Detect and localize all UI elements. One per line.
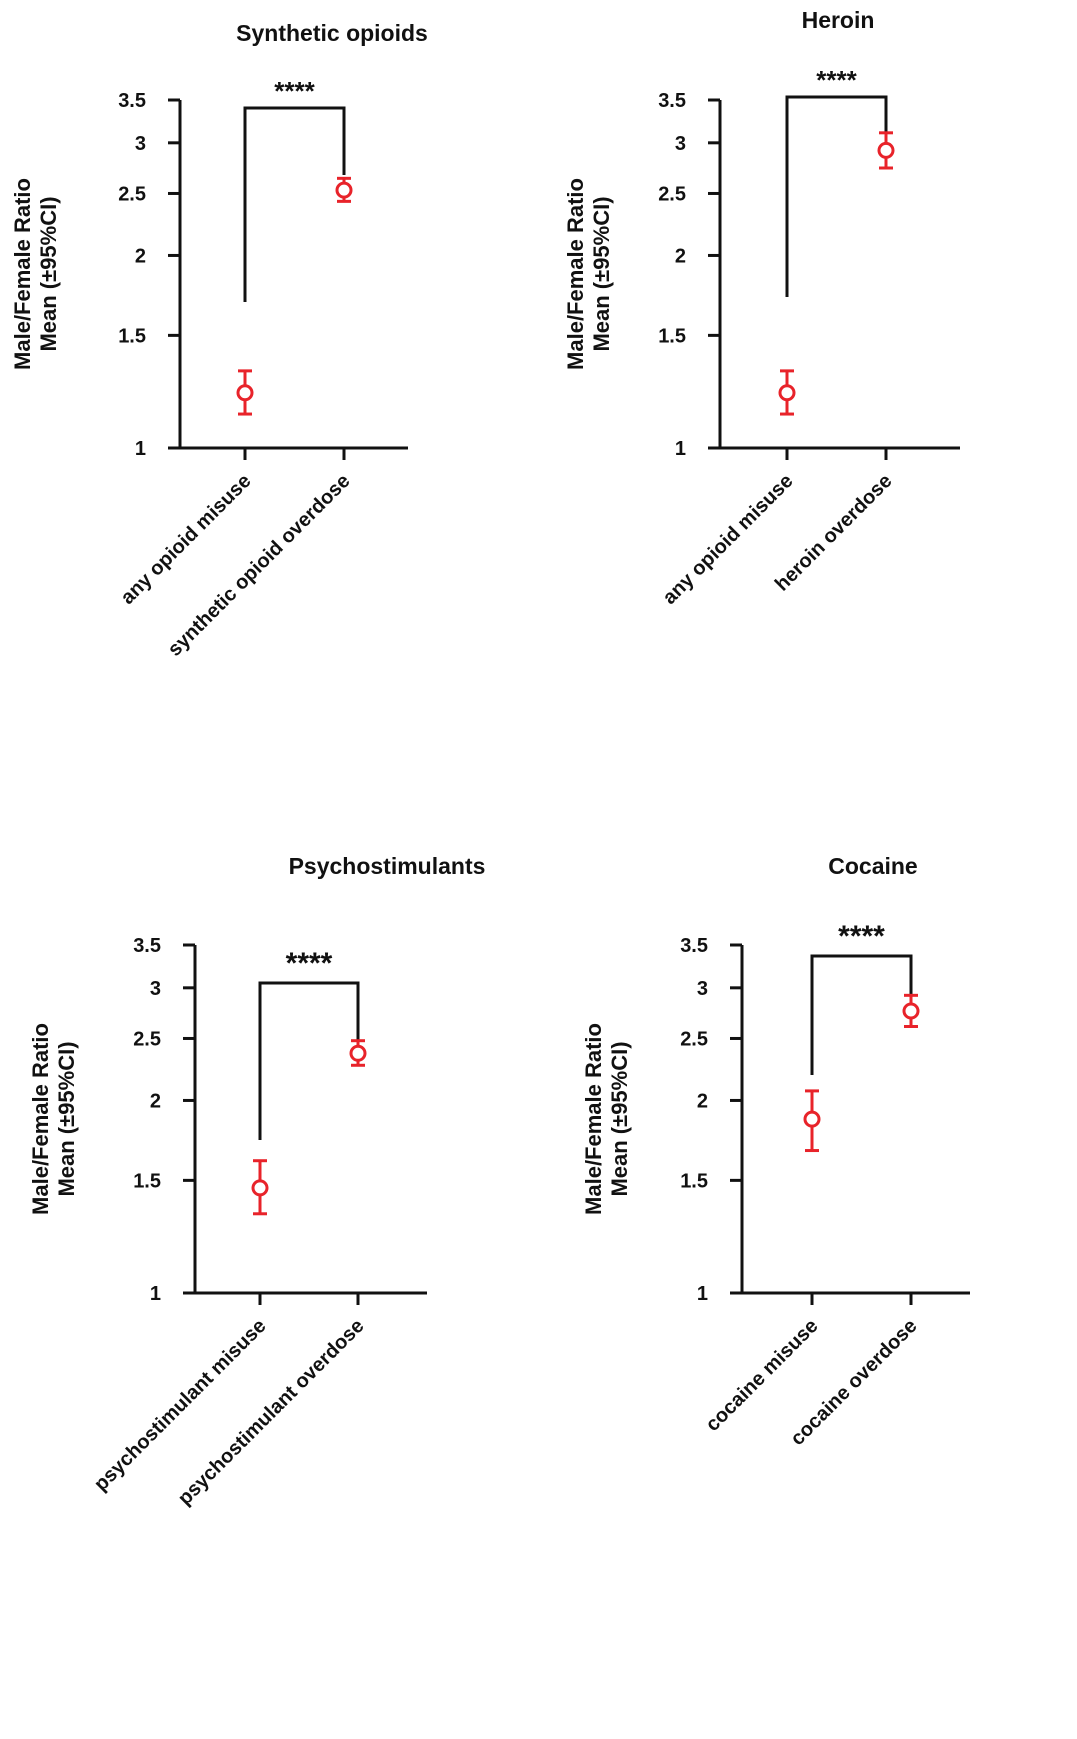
y-axis-title: Male/Female RatioMean (±95%CI) — [28, 1023, 79, 1215]
y-axis-title: Male/Female RatioMean (±95%CI) — [10, 178, 61, 370]
y-tick-label: 1 — [135, 438, 146, 460]
y-tick-label: 2.5 — [133, 1028, 161, 1050]
y-axis-title-line2: Mean (±95%CI) — [36, 196, 61, 351]
y-tick-label: 2.5 — [680, 1028, 708, 1050]
data-point-group — [251, 1159, 269, 1216]
chart-panel-4: Cocaine 1 1.5 2 2.5 3 3.5 Male/Female RatioMean… — [581, 853, 970, 1450]
x-tick-label: psychostimulant misuse — [90, 1315, 271, 1496]
data-point — [778, 384, 796, 402]
y-tick-label: 2.5 — [658, 183, 686, 205]
significance-bracket — [258, 981, 360, 1140]
y-axis-title-line2: Mean (±95%CI) — [589, 196, 614, 351]
chart-panel-2: Heroin 1 1.5 2 2.5 3 3.5 Male/Female RatioMean … — [563, 7, 960, 609]
y-tick-label: 3 — [675, 133, 686, 155]
significance-stars: **** — [816, 65, 857, 95]
significance-bracket — [810, 954, 913, 1075]
data-point — [803, 1110, 821, 1128]
chart-title: Synthetic opioids — [236, 20, 428, 46]
y-tick-label: 1.5 — [658, 325, 686, 347]
data-point — [335, 181, 353, 199]
y-tick-label: 3 — [697, 978, 708, 1000]
chart-title: Cocaine — [828, 853, 917, 879]
x-tick-label: synthetic opioid overdose — [164, 470, 355, 661]
y-tick-label: 1 — [675, 438, 686, 460]
y-tick-label: 1 — [150, 1283, 161, 1305]
y-tick-label: 1.5 — [133, 1170, 161, 1192]
y-tick-label: 3.5 — [133, 935, 161, 957]
y-tick-label: 1.5 — [118, 325, 146, 347]
chart-panel-3: Psychostimulants 1 1.5 2 2.5 3 3.5 Male/Female … — [28, 853, 485, 1510]
data-point-group — [803, 1089, 821, 1153]
y-axis-title-line1: Male/Female Ratio — [28, 1023, 53, 1215]
data-point — [902, 1002, 920, 1020]
significance-stars: **** — [838, 920, 885, 953]
y-tick-label: 3.5 — [118, 90, 146, 112]
x-tick-label: psychostimulant overdose — [174, 1315, 369, 1510]
significance-stars: **** — [274, 76, 315, 106]
y-tick-label: 3 — [150, 978, 161, 1000]
y-axis-title: Male/Female RatioMean (±95%CI) — [563, 178, 614, 370]
chart-title: Heroin — [802, 7, 875, 33]
y-tick-label: 3.5 — [658, 90, 686, 112]
y-axis-title-line1: Male/Female Ratio — [10, 178, 35, 370]
data-point-group — [335, 176, 353, 203]
y-tick-label: 3 — [135, 133, 146, 155]
y-axis-title-line1: Male/Female Ratio — [581, 1023, 606, 1215]
data-point-group — [902, 993, 920, 1029]
y-axis-title: Male/Female RatioMean (±95%CI) — [581, 1023, 632, 1215]
data-point-group — [778, 369, 796, 416]
y-tick-label: 1 — [697, 1283, 708, 1305]
significance-bracket — [243, 106, 346, 302]
significance-bracket — [785, 95, 888, 297]
y-tick-label: 1.5 — [680, 1170, 708, 1192]
y-tick-label: 2 — [135, 245, 146, 267]
y-tick-label: 2 — [150, 1090, 161, 1112]
y-axis-title-line2: Mean (±95%CI) — [54, 1041, 79, 1196]
y-axis-title-line2: Mean (±95%CI) — [607, 1041, 632, 1196]
data-point — [236, 384, 254, 402]
x-tick-label: any opioid misuse — [659, 470, 798, 609]
y-axis-title-line1: Male/Female Ratio — [563, 178, 588, 370]
y-tick-label: 2 — [675, 245, 686, 267]
data-point — [877, 141, 895, 159]
y-tick-label: 2.5 — [118, 183, 146, 205]
data-point-group — [349, 1039, 367, 1067]
significance-stars: **** — [286, 947, 333, 980]
y-tick-label: 3.5 — [680, 935, 708, 957]
chart-panel-1: Synthetic opioids 1 1.5 2 2.5 3 3.5 Male/Female… — [10, 20, 428, 661]
y-tick-label: 2 — [697, 1090, 708, 1112]
data-point-group — [236, 369, 254, 416]
data-point — [349, 1044, 367, 1062]
chart-title: Psychostimulants — [289, 853, 486, 879]
data-point — [251, 1179, 269, 1197]
data-point-group — [877, 131, 895, 170]
